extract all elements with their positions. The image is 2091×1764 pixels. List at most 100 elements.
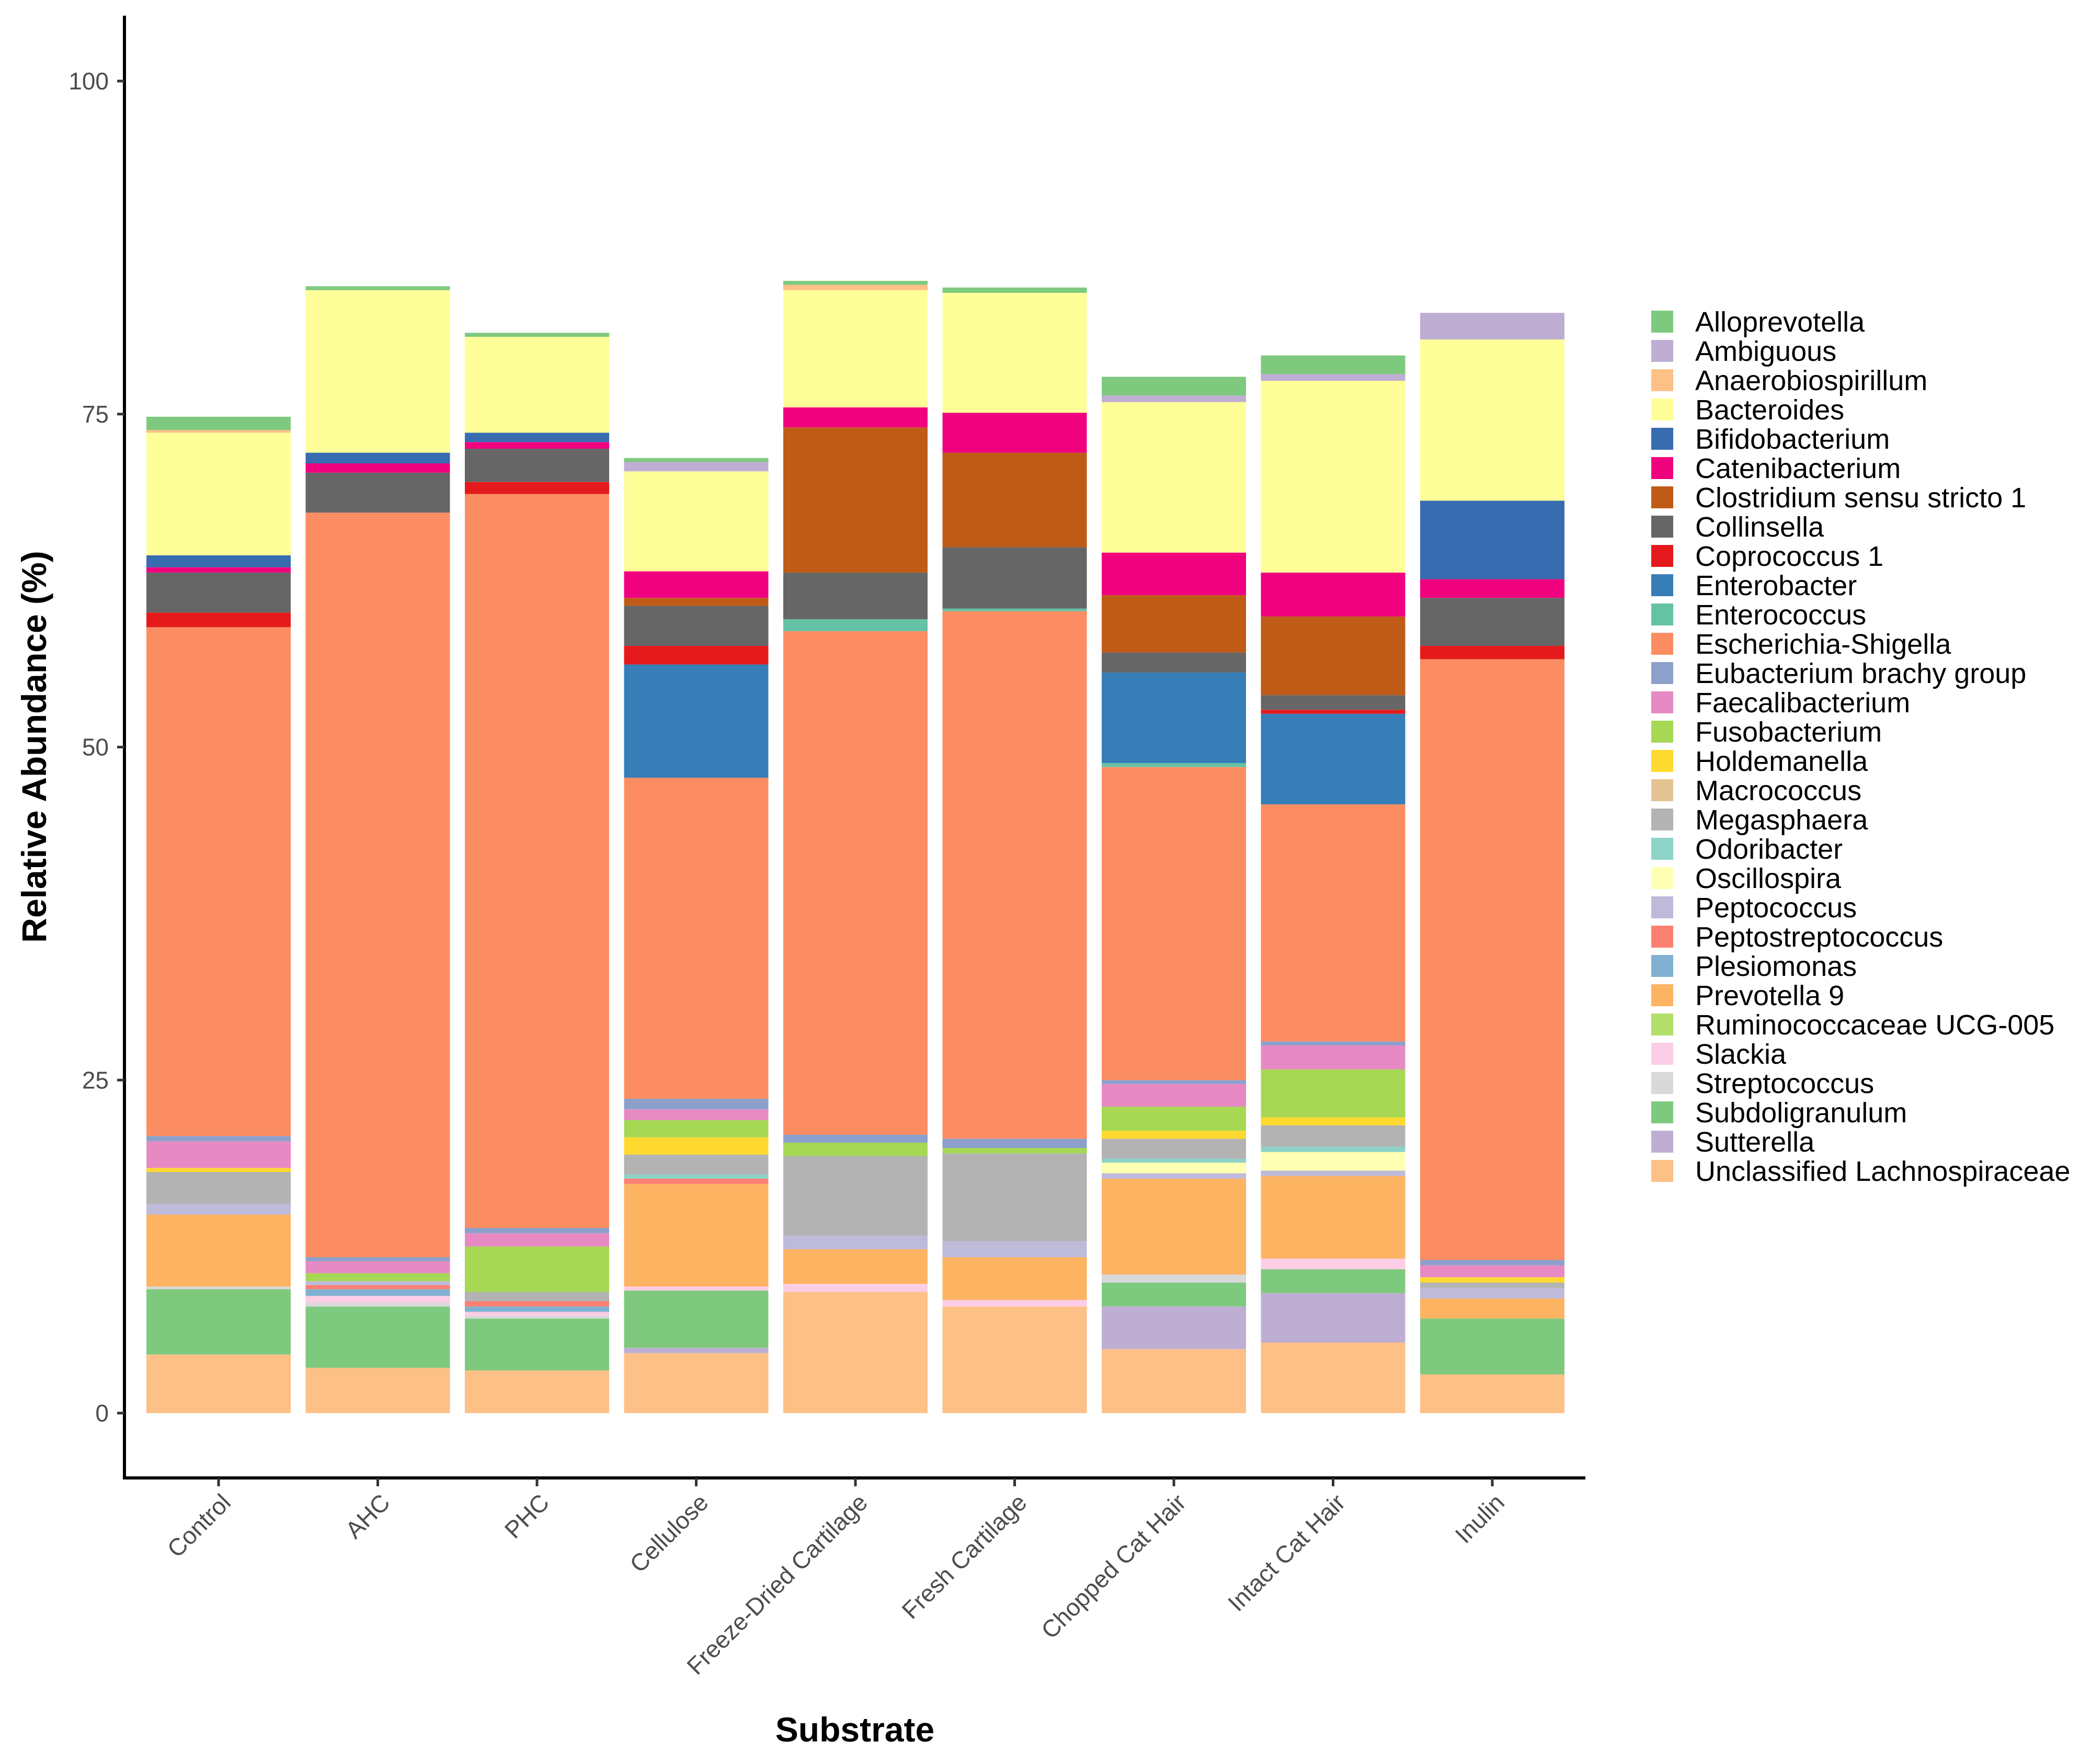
bar-segment-catenibacterium <box>146 567 291 573</box>
bar-segment-faecalibacterium <box>146 1141 291 1168</box>
bar-segment-bacteroides <box>1420 339 1564 501</box>
legend-item-streptococcus: Streptococcus <box>1651 1068 1874 1099</box>
legend-swatch <box>1651 1072 1673 1094</box>
legend-label: Peptococcus <box>1695 892 1857 924</box>
bar-segment-oscillospira <box>1261 1152 1406 1171</box>
legend-label: Bacteroides <box>1695 394 1844 426</box>
bar-segment-clostridium-sensu-stricto-1 <box>1261 616 1406 696</box>
bar-segment-megasphaera <box>1102 1139 1246 1159</box>
bar-segment-subdoligranulum <box>146 1289 291 1355</box>
bar-segment-odoribacter <box>624 1175 769 1179</box>
bar-segment-faecalibacterium <box>1420 1265 1564 1278</box>
legend-swatch <box>1651 428 1673 450</box>
y-tick-label: 75 <box>82 401 109 428</box>
bar-segment-unclassified-lachnospiraceae <box>783 1292 928 1413</box>
bar-segment-alloprevotella <box>783 281 928 285</box>
legend-label: Enterococcus <box>1695 599 1866 631</box>
bar-segment-enterococcus <box>783 619 928 631</box>
bar-segment-odoribacter <box>1102 1158 1246 1163</box>
legend-swatch <box>1651 955 1673 977</box>
bar-segment-sutterella <box>624 1348 769 1353</box>
legend: AlloprevotellaAmbiguousAnaerobiospirillu… <box>1651 306 2070 1187</box>
bar-segment-unclassified-lachnospiraceae <box>624 1353 769 1413</box>
legend-item-peptococcus: Peptococcus <box>1651 892 1857 924</box>
bar-segment-subdoligranulum <box>465 1318 609 1371</box>
bar-segment-streptococcus <box>146 1287 291 1290</box>
bar-segment-plesiomonas <box>465 1306 609 1312</box>
x-tick-label: Control <box>162 1488 236 1563</box>
legend-label: Alloprevotella <box>1695 306 1865 338</box>
bar-segment-escherichia-shigella <box>783 631 928 1135</box>
legend-label: Fusobacterium <box>1695 716 1882 748</box>
bar-segment-escherichia-shigella <box>942 611 1087 1139</box>
legend-label: Plesiomonas <box>1695 951 1857 982</box>
bar-segment-collinsella <box>1261 695 1406 710</box>
legend-swatch <box>1651 779 1673 801</box>
legend-swatch <box>1651 838 1673 860</box>
legend-label: Collinsella <box>1695 511 1824 543</box>
x-tick-label: Chopped Cat Hair <box>1036 1488 1191 1644</box>
bar-stack-cellulose <box>624 458 769 1413</box>
bar-segment-unclassified-lachnospiraceae <box>305 1368 450 1413</box>
bar-segment-catenibacterium <box>942 413 1087 453</box>
x-axis-title: Substrate <box>775 1710 934 1749</box>
legend-item-ruminococcaceae-ucg-005: Ruminococcaceae UCG-005 <box>1651 1009 2054 1041</box>
bar-segment-enterobacter <box>624 664 769 778</box>
bar-segment-sutterella <box>1261 1293 1406 1343</box>
bar-segment-unclassified-lachnospiraceae <box>942 1306 1087 1413</box>
bar-segment-fusobacterium <box>942 1148 1087 1154</box>
bar-segment-holdemanella <box>1261 1117 1406 1125</box>
bar-segment-peptococcus <box>942 1241 1087 1258</box>
legend-item-collinsella: Collinsella <box>1651 511 1824 543</box>
bar-segment-bacteroides <box>1102 402 1246 553</box>
bar-segment-enterococcus <box>942 608 1087 611</box>
bar-segment-peptococcus <box>305 1281 450 1285</box>
legend-label: Faecalibacterium <box>1695 687 1910 719</box>
legend-item-megasphaera: Megasphaera <box>1651 804 1868 836</box>
bar-segment-unclassified-lachnospiraceae <box>1102 1349 1246 1413</box>
legend-item-ambiguous: Ambiguous <box>1651 336 1836 367</box>
legend-label: Eubacterium brachy group <box>1695 658 2026 689</box>
bar-segment-ambiguous <box>1420 313 1564 340</box>
bar-segment-clostridium-sensu-stricto-1 <box>1102 595 1246 653</box>
bar-segment-alloprevotella <box>1102 377 1246 396</box>
bar-segment-megasphaera <box>146 1171 291 1204</box>
legend-label: Peptostreptococcus <box>1695 921 1943 953</box>
bar-segment-unclassified-lachnospiraceae <box>465 1370 609 1413</box>
bar-segment-alloprevotella <box>146 416 291 430</box>
legend-label: Odoribacter <box>1695 834 1843 865</box>
legend-item-holdemanella: Holdemanella <box>1651 746 1868 777</box>
bar-segment-slackia <box>624 1287 769 1291</box>
bar-segment-fusobacterium <box>465 1246 609 1292</box>
bar-segment-peptococcus <box>1420 1288 1564 1299</box>
legend-item-enterococcus: Enterococcus <box>1651 599 1866 631</box>
bar-segment-bacteroides <box>465 337 609 433</box>
bar-segment-enterobacter <box>1261 713 1406 805</box>
legend-swatch <box>1651 457 1673 479</box>
legend-item-alloprevotella: Alloprevotella <box>1651 306 1865 338</box>
bar-segment-prevotella-9 <box>1261 1176 1406 1259</box>
bar-segment-catenibacterium <box>465 442 609 449</box>
legend-item-slackia: Slackia <box>1651 1039 1787 1070</box>
bar-segment-ambiguous <box>1102 395 1246 402</box>
bar-segment-escherichia-shigella <box>1261 804 1406 1042</box>
bar-segment-prevotella-9 <box>1420 1298 1564 1319</box>
y-axis-title: Relative Abundance (%) <box>15 551 53 942</box>
bar-segment-unclassified-lachnospiraceae <box>1420 1374 1564 1413</box>
bar-segment-catenibacterium <box>1102 552 1246 596</box>
bar-segment-subdoligranulum <box>1261 1269 1406 1293</box>
bar-segment-faecalibacterium <box>1102 1084 1246 1107</box>
bar-stack-inulin <box>1420 313 1564 1413</box>
bar-segment-bacteroides <box>783 290 928 408</box>
bar-segment-unclassified-lachnospiraceae <box>1261 1342 1406 1413</box>
bar-segment-subdoligranulum <box>305 1306 450 1368</box>
bar-segment-ambiguous <box>624 462 769 472</box>
bar-segment-eubacterium-brachy-group <box>1261 1041 1406 1046</box>
legend-swatch <box>1651 633 1673 655</box>
bar-segment-coprococcus-1 <box>465 482 609 494</box>
bar-segment-holdemanella <box>146 1168 291 1172</box>
bar-segment-escherichia-shigella <box>1102 767 1246 1080</box>
bar-segment-clostridium-sensu-stricto-1 <box>783 427 928 573</box>
legend-swatch <box>1651 340 1673 362</box>
legend-label: Prevotella 9 <box>1695 980 1844 1011</box>
